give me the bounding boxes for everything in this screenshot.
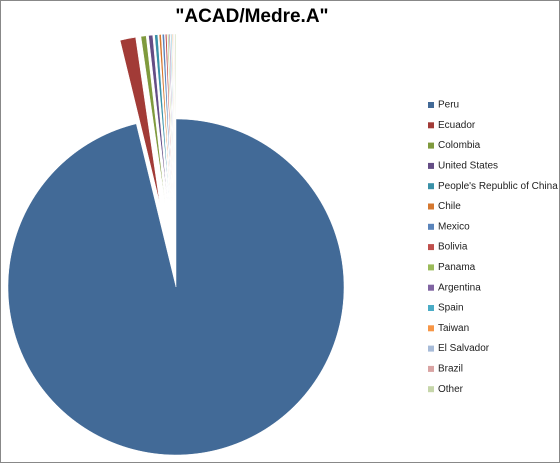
pie-slice: [154, 34, 170, 203]
pie-slice: [7, 118, 345, 456]
legend-label: Argentina: [438, 282, 481, 293]
legend-swatch: [428, 203, 434, 210]
legend-label: People's Republic of China: [438, 181, 558, 192]
pie-slice: [158, 34, 171, 203]
legend-swatch: [428, 162, 434, 169]
legend-swatch: [428, 325, 434, 332]
legend-label: Panama: [438, 262, 476, 273]
legend-swatch: [428, 365, 434, 372]
legend-swatch: [428, 244, 434, 251]
legend-swatch: [428, 183, 434, 190]
pie-slice: [174, 33, 176, 203]
pie-slice: [165, 33, 173, 203]
pie-slice: [140, 35, 166, 203]
legend-swatch: [428, 122, 434, 129]
legend-swatch: [428, 264, 434, 271]
legend-label: El Salvador: [438, 343, 490, 354]
legend-label: Spain: [438, 303, 464, 314]
pie-slice: [173, 33, 176, 203]
legend-label: Peru: [438, 100, 459, 111]
legend-swatch: [428, 223, 434, 230]
legend-label: Taiwan: [438, 323, 469, 334]
legend-label: Bolivia: [438, 242, 468, 253]
legend-swatch: [428, 305, 434, 311]
legend-label: Mexico: [438, 221, 470, 232]
legend-swatch: [428, 284, 434, 291]
legend-label: Ecuador: [438, 120, 476, 131]
legend-label: Other: [438, 384, 464, 395]
pie-slice: [161, 34, 172, 203]
legend-label: Colombia: [438, 140, 481, 151]
legend-label: United States: [438, 161, 498, 172]
legend-swatch: [428, 102, 434, 108]
pie-slice: [172, 33, 176, 203]
pie-slice: [171, 33, 175, 203]
legend-label: Brazil: [438, 364, 463, 375]
pie-slice: [148, 34, 168, 203]
chart-title: "ACAD/Medre.A": [175, 6, 328, 27]
legend-swatch: [428, 345, 434, 352]
pie-slice: [168, 33, 175, 203]
legend-swatch: [428, 142, 434, 149]
pie-slice: [119, 37, 161, 204]
pie-slice: [170, 33, 175, 203]
legend-swatch: [428, 386, 434, 393]
legend-label: Chile: [438, 201, 461, 212]
pie-slice: [167, 33, 174, 203]
